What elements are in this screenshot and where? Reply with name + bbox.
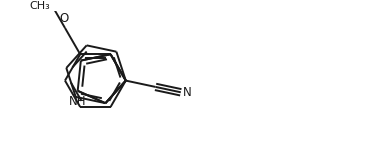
Text: NH: NH xyxy=(69,95,86,107)
Text: O: O xyxy=(60,12,69,25)
Text: N: N xyxy=(183,86,192,99)
Text: CH₃: CH₃ xyxy=(29,1,50,11)
